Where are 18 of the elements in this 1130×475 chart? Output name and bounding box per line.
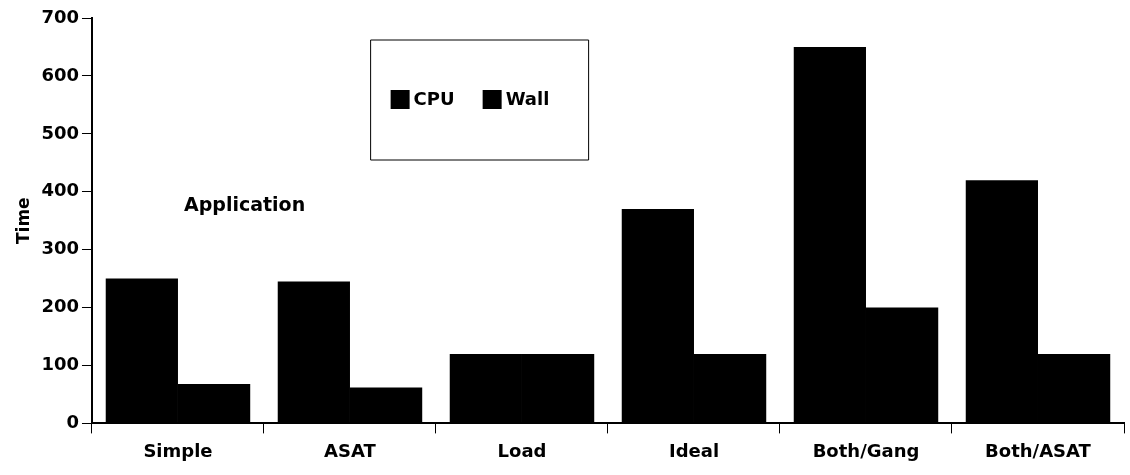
y-axis-title: Time bbox=[12, 197, 33, 245]
x-tick-label: Load bbox=[497, 439, 547, 461]
x-tick-label: Both/ASAT bbox=[985, 439, 1092, 461]
y-tick-label: 300 bbox=[41, 237, 79, 259]
y-tick-label: 100 bbox=[41, 353, 79, 375]
y-tick-label: 200 bbox=[41, 295, 79, 317]
y-tick-label: 700 bbox=[41, 5, 79, 27]
y-tick-label: 600 bbox=[41, 63, 79, 85]
x-tick-label: Ideal bbox=[668, 439, 720, 461]
y-tick-label: 500 bbox=[41, 121, 79, 143]
legend-label: Wall bbox=[505, 87, 550, 109]
y-tick-label: 400 bbox=[41, 179, 79, 201]
legend-label: CPU bbox=[413, 87, 455, 109]
annotation: Application bbox=[183, 192, 306, 215]
x-tick-label: ASAT bbox=[324, 439, 377, 461]
x-tick-label: Simple bbox=[143, 439, 213, 461]
x-tick-label: Both/Gang bbox=[812, 439, 920, 461]
y-tick-label: 0 bbox=[66, 411, 79, 433]
